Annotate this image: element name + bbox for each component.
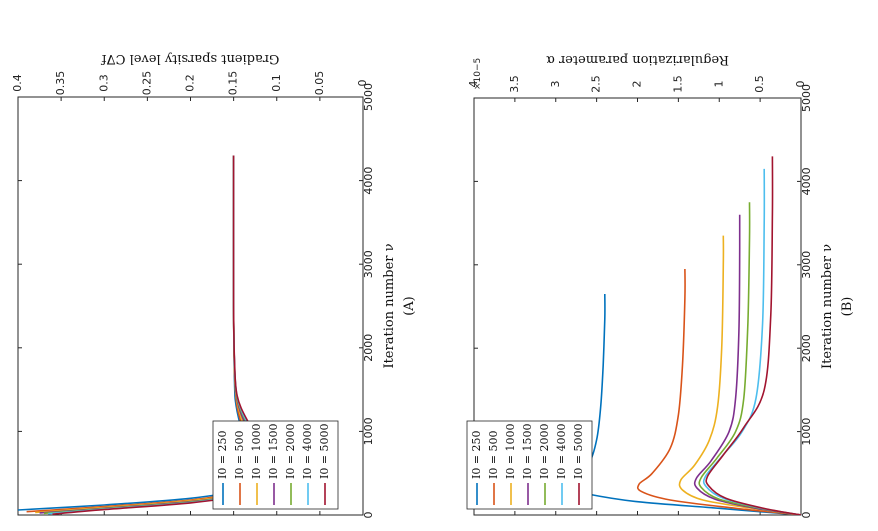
legend-label: I0 = 250 xyxy=(470,430,483,479)
y-tick-label: 4 xyxy=(467,81,480,88)
legend-box xyxy=(466,420,593,510)
y-tick-label: 0.5 xyxy=(753,75,766,93)
legend-label: I0 = 4000 xyxy=(301,423,314,479)
x-axis-label: Iteration number ν xyxy=(820,244,835,369)
y-tick-label: 3 xyxy=(549,81,562,88)
legend-label: I0 = 1000 xyxy=(250,423,263,479)
x-tick-label: 4000 xyxy=(362,167,375,195)
x-tick-label: 0 xyxy=(800,512,813,519)
x-axis-label: Iteration number ν xyxy=(382,243,397,368)
legend-label: I0 = 5000 xyxy=(318,423,331,479)
y-tick-label: 0.2 xyxy=(184,74,197,92)
x-tick-label: 2000 xyxy=(800,334,813,362)
y-tick-label: 0.25 xyxy=(140,71,153,96)
y-tick-label: 1 xyxy=(712,81,725,88)
y-tick-label: 0.35 xyxy=(54,71,67,96)
x-tick-label: 5000 xyxy=(362,83,375,111)
legend-label: I0 = 5000 xyxy=(572,423,585,479)
series-line-6 xyxy=(705,156,801,515)
series-line-5 xyxy=(702,168,801,515)
series-group xyxy=(566,156,801,515)
y-tick-label: 3.5 xyxy=(508,75,521,93)
y-tick-label: 0.15 xyxy=(227,71,240,96)
x-tick-label: 3000 xyxy=(362,250,375,278)
legend-label: I0 = 2000 xyxy=(284,423,297,479)
x-tick-label: 1000 xyxy=(800,418,813,446)
legend-label: I0 = 500 xyxy=(233,430,246,479)
y-tick-label: 0.05 xyxy=(313,71,326,96)
series-line-4 xyxy=(698,202,801,515)
y-tick-label: 2 xyxy=(631,81,644,88)
legend-label: I0 = 4000 xyxy=(555,423,568,479)
y-tick-label: 0 xyxy=(356,80,369,87)
legend-box xyxy=(212,420,339,510)
legend-label: I0 = 1500 xyxy=(267,423,280,479)
series-line-3 xyxy=(693,214,801,515)
y-tick-label: 0 xyxy=(794,81,807,88)
panel-b: 01000200030004000500000.511.522.533.54It… xyxy=(466,52,855,519)
x-tick-label: 1000 xyxy=(362,417,375,445)
panel-a: 01000200030004000500000.050.10.150.20.25… xyxy=(11,51,417,519)
y-axis-label: Gradient sparsity level C∇f xyxy=(100,51,279,66)
x-tick-label: 4000 xyxy=(800,167,813,195)
x-tick-label: 5000 xyxy=(800,84,813,112)
y-tick-label: 2.5 xyxy=(590,75,603,93)
x-tick-label: 3000 xyxy=(800,251,813,279)
legend-label: I0 = 500 xyxy=(487,430,500,479)
legend-label: I0 = 250 xyxy=(216,430,229,479)
y-tick-label: 1.5 xyxy=(671,75,684,93)
y-axis-label: Regularization parameter α xyxy=(546,52,729,67)
legend-label: I0 = 1000 xyxy=(504,423,517,479)
legend: I0 = 250 I0 = 500 I0 = 1000 I0 = 1500 I0 = 2… xyxy=(212,420,339,510)
x-tick-label: 0 xyxy=(362,512,375,519)
exponent-label: ×10−5 xyxy=(473,58,483,90)
panel-caption: (B) xyxy=(840,297,855,317)
x-tick-label: 2000 xyxy=(362,334,375,362)
legend-label: I0 = 1500 xyxy=(521,423,534,479)
panel-caption: (A) xyxy=(402,296,417,316)
y-tick-label: 0.1 xyxy=(270,74,283,92)
legend: I0 = 250 I0 = 500 I0 = 1000 I0 = 1500 I0 = 2… xyxy=(466,420,593,510)
legend-label: I0 = 2000 xyxy=(538,423,551,479)
series-line-2 xyxy=(678,235,801,515)
y-tick-label: 0.4 xyxy=(11,74,24,92)
series-line-1 xyxy=(636,268,801,515)
y-tick-label: 0.3 xyxy=(97,74,110,92)
